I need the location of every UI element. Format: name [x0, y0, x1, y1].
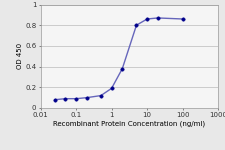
X-axis label: Recombinant Protein Concentration (ng/ml): Recombinant Protein Concentration (ng/ml…	[53, 120, 205, 127]
Y-axis label: OD 450: OD 450	[17, 43, 23, 69]
